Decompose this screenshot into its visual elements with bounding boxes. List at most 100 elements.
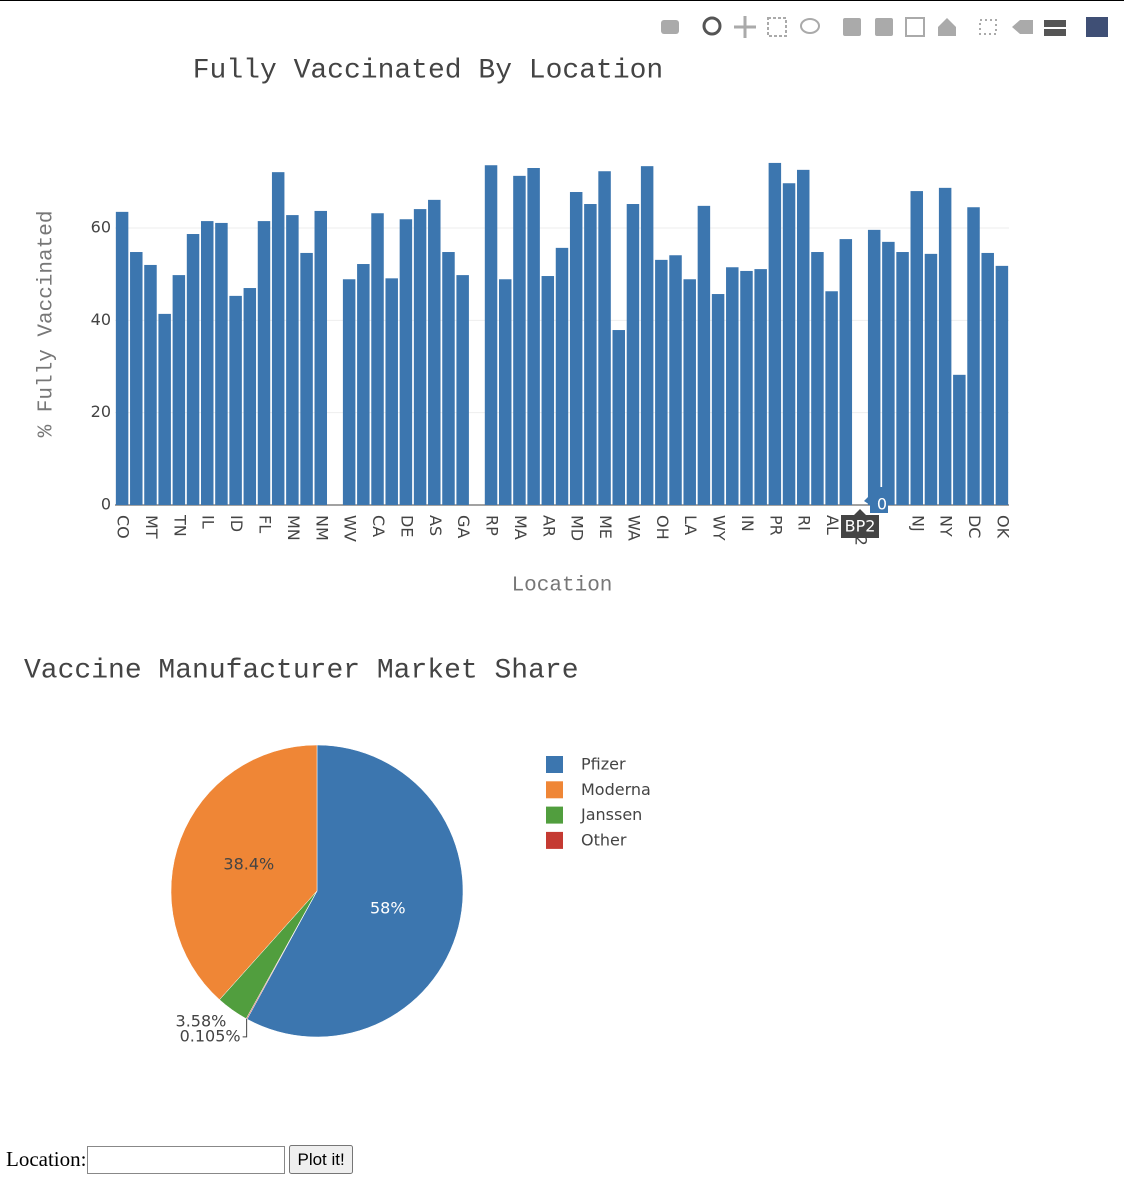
bar bbox=[825, 291, 838, 505]
bar bbox=[711, 294, 725, 505]
modebar bbox=[661, 16, 1108, 38]
pie-slice bbox=[170, 744, 318, 1001]
bar bbox=[740, 270, 753, 505]
x-tick-label: IN bbox=[738, 515, 757, 532]
x-tick-label: MD bbox=[568, 515, 587, 541]
bar bbox=[683, 279, 696, 505]
hover-value: 0 bbox=[877, 495, 887, 514]
bar bbox=[612, 330, 626, 505]
hover-value-box bbox=[864, 487, 888, 513]
spike-icon[interactable] bbox=[979, 19, 997, 35]
x-tick-label: OK bbox=[993, 515, 1012, 539]
bar bbox=[796, 169, 810, 505]
slice-label: 0.105% bbox=[180, 1026, 241, 1045]
bar bbox=[357, 264, 370, 505]
bar bbox=[569, 192, 583, 506]
chart: Fully Vaccinated By Location Location % … bbox=[0, 0, 1124, 1045]
bar bbox=[754, 269, 767, 505]
select-icon[interactable] bbox=[767, 17, 787, 37]
x-tick-label: AR bbox=[539, 515, 558, 537]
zoom-in-icon[interactable] bbox=[843, 18, 861, 36]
plotly-logo[interactable] bbox=[1086, 17, 1108, 37]
bar bbox=[640, 166, 654, 505]
bar bbox=[257, 221, 271, 505]
x-tick-label: MA bbox=[511, 515, 530, 540]
bar bbox=[130, 252, 143, 505]
bar bbox=[229, 295, 242, 505]
bar bbox=[896, 252, 909, 505]
y-axis-title: % Fully Vaccinated bbox=[36, 211, 59, 438]
x-tick-label: FL bbox=[256, 515, 275, 533]
bar bbox=[399, 219, 413, 505]
hover-compare-icon[interactable] bbox=[1044, 20, 1066, 36]
bar bbox=[981, 252, 994, 505]
legend-swatch bbox=[546, 806, 563, 824]
x-tick-label: CO bbox=[114, 515, 133, 539]
x-tick-label: MN bbox=[284, 515, 303, 541]
pan-icon[interactable] bbox=[734, 16, 756, 38]
location-form: Location: Plot it! bbox=[6, 1145, 353, 1174]
camera-icon[interactable] bbox=[661, 20, 679, 34]
autoscale-icon[interactable] bbox=[905, 17, 925, 37]
bar bbox=[541, 276, 555, 505]
bar bbox=[115, 211, 129, 505]
x-tick-label: ID bbox=[227, 515, 246, 532]
bar-title: Fully Vaccinated By Location bbox=[193, 55, 663, 86]
bar bbox=[584, 204, 597, 505]
slice-label: 3.58% bbox=[176, 1011, 227, 1030]
x-axis-title: Location bbox=[512, 575, 613, 598]
bar bbox=[456, 275, 469, 505]
x-tick-label: TN bbox=[170, 514, 189, 537]
x-tick-label: LA bbox=[681, 515, 700, 535]
zoom-out-icon[interactable] bbox=[875, 18, 893, 36]
bar bbox=[768, 162, 782, 505]
lasso-icon[interactable] bbox=[800, 18, 820, 34]
legend-swatch bbox=[546, 756, 563, 773]
x-tick-label: NY bbox=[937, 515, 956, 537]
hover-box bbox=[841, 509, 879, 538]
bar bbox=[598, 171, 611, 506]
x-tick-label: RP bbox=[483, 515, 502, 536]
x-tick-label: DE bbox=[397, 515, 416, 537]
x-tick-label: OH bbox=[653, 515, 672, 540]
legend-swatch bbox=[546, 781, 563, 799]
zoom-icon[interactable] bbox=[702, 16, 722, 36]
reset-icon[interactable] bbox=[938, 18, 956, 36]
bar bbox=[839, 239, 853, 505]
bar bbox=[953, 374, 966, 505]
bar bbox=[811, 252, 824, 505]
bar bbox=[371, 213, 384, 505]
legend-label: Janssen bbox=[580, 805, 642, 824]
x-tick-label: WV bbox=[341, 515, 360, 542]
x-tick-label: PR bbox=[766, 515, 785, 536]
bar bbox=[924, 253, 938, 505]
x-tick-label: GA bbox=[454, 515, 473, 538]
bar bbox=[882, 241, 895, 505]
bar bbox=[243, 288, 257, 505]
x-tick-label: ME bbox=[596, 515, 615, 539]
x-tick-label: WY bbox=[710, 515, 729, 541]
bar bbox=[697, 205, 711, 505]
bar bbox=[995, 265, 1009, 505]
y-tick-label: 20 bbox=[91, 402, 111, 421]
slice-label: 58% bbox=[370, 899, 406, 918]
bar bbox=[726, 267, 739, 505]
hover-closest-icon[interactable] bbox=[1012, 20, 1033, 34]
location-label: Location: bbox=[6, 1147, 87, 1171]
bar bbox=[186, 234, 200, 506]
bar bbox=[555, 247, 569, 505]
slice-label: 38.4% bbox=[223, 854, 274, 873]
x-tick-label: MT bbox=[142, 515, 161, 539]
legend-label: Moderna bbox=[581, 780, 651, 799]
legend-label: Other bbox=[581, 830, 627, 849]
x-tick-label: AS bbox=[426, 515, 445, 536]
y-tick-label: 0 bbox=[101, 495, 111, 514]
bar bbox=[342, 279, 356, 505]
bar bbox=[484, 165, 498, 505]
x-tick-label: WA bbox=[624, 515, 643, 541]
legend-label: Pfizer bbox=[581, 755, 626, 774]
plot-button[interactable]: Plot it! bbox=[289, 1145, 353, 1174]
location-input[interactable] bbox=[87, 1145, 286, 1174]
bar bbox=[158, 313, 171, 505]
